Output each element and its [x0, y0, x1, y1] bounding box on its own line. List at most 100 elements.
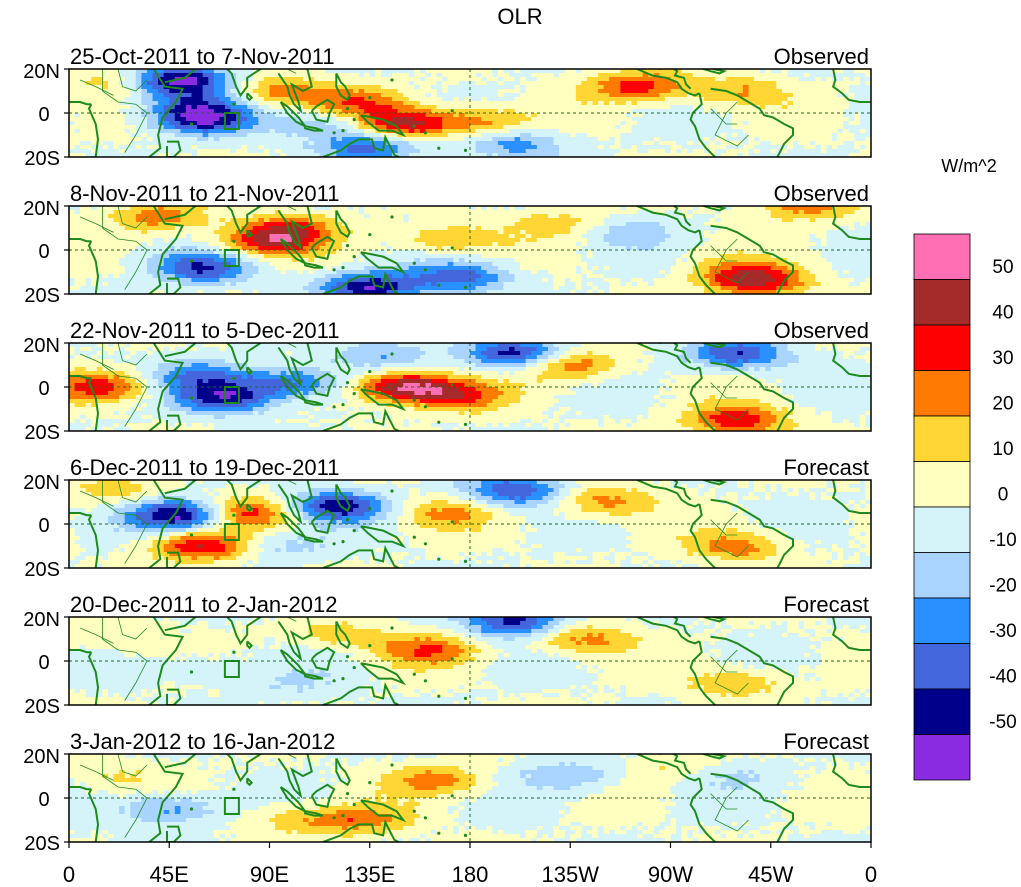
field-cell: [252, 242, 259, 247]
field-cell: [520, 121, 527, 126]
field-cell: [442, 153, 449, 157]
field-cell: [341, 133, 349, 138]
field-cell: [397, 206, 404, 211]
field-cell: [397, 218, 404, 223]
field-cell: [174, 230, 181, 235]
field-cell: [508, 145, 516, 150]
field-cell: [347, 242, 354, 247]
field-cell: [113, 97, 120, 102]
border: [117, 69, 148, 92]
field-cell: [369, 73, 376, 78]
field-cell: [603, 153, 610, 157]
field-cell: [314, 109, 321, 114]
field-cell: [681, 133, 688, 138]
field-cell: [85, 77, 92, 82]
field-cell: [748, 218, 755, 223]
field-cell: [603, 222, 610, 227]
field-cell: [520, 113, 527, 118]
field-cell: [586, 69, 594, 74]
field-cell: [80, 113, 87, 118]
field-cell: [286, 149, 293, 154]
field-cell: [425, 222, 432, 227]
field-cell: [715, 133, 722, 138]
field-cell: [380, 93, 388, 98]
field-cell: [531, 133, 538, 138]
field-cell: [247, 141, 254, 146]
coastline: [689, 93, 716, 157]
field-cell: [236, 109, 243, 114]
field-cell: [715, 230, 722, 235]
field-cell: [715, 97, 722, 102]
field-cell: [330, 133, 337, 138]
field-cell: [475, 81, 482, 86]
field-cell: [559, 230, 566, 235]
field-cell: [174, 69, 181, 74]
field-cell: [353, 85, 360, 90]
field-cell: [141, 93, 148, 98]
field-cell: [536, 133, 543, 138]
field-cell: [397, 238, 404, 243]
field-cell: [620, 250, 627, 255]
field-cell: [458, 109, 466, 114]
field-cell: [659, 109, 666, 114]
field-cell: [798, 218, 805, 223]
field-cell: [737, 206, 744, 211]
field-cell: [676, 105, 683, 110]
field-cell: [69, 125, 76, 130]
field-cell: [414, 242, 421, 247]
field-cell: [191, 77, 198, 82]
field-cell: [737, 145, 744, 150]
field-cell: [787, 137, 794, 142]
field-cell: [431, 89, 438, 94]
field-cell: [69, 238, 76, 243]
field-cell: [453, 121, 460, 126]
field-cell: [325, 149, 332, 154]
field-cell: [804, 69, 811, 74]
field-cell: [236, 85, 243, 90]
field-cell: [681, 85, 688, 90]
field-cell: [698, 218, 705, 223]
field-cell: [547, 210, 555, 215]
field-cell: [414, 125, 421, 130]
field-cell: [592, 93, 599, 98]
field-cell: [431, 145, 438, 150]
field-cell: [358, 133, 365, 138]
field-cell: [403, 149, 410, 154]
field-cell: [536, 109, 543, 114]
field-cell: [358, 145, 365, 150]
field-cell: [252, 222, 259, 227]
field-cell: [152, 77, 159, 82]
field-cell: [347, 77, 354, 82]
field-cell: [191, 113, 198, 118]
field-cell: [598, 117, 605, 122]
field-cell: [152, 109, 159, 114]
field-cell: [575, 105, 582, 110]
field-cell: [581, 113, 588, 118]
field-cell: [252, 117, 259, 122]
field-cell: [291, 153, 298, 157]
field-cell: [720, 246, 727, 251]
field-cell: [787, 101, 794, 106]
field-cell: [191, 214, 198, 219]
field-cell: [191, 254, 198, 259]
field-cell: [832, 133, 839, 138]
field-cell: [765, 97, 772, 102]
field-cell: [642, 97, 649, 102]
field-cell: [464, 242, 471, 247]
field-cell: [135, 89, 142, 94]
field-cell: [202, 69, 209, 74]
field-cell: [637, 149, 644, 154]
field-cell: [241, 222, 248, 227]
field-cell: [330, 222, 337, 227]
field-cell: [174, 81, 181, 86]
field-cell: [570, 129, 577, 134]
field-cell: [358, 97, 365, 102]
field-cell: [169, 113, 176, 118]
field-cell: [247, 125, 254, 130]
field-cell: [631, 149, 638, 154]
field-cell: [648, 149, 655, 154]
field-cell: [542, 69, 549, 74]
coastline: [166, 140, 182, 157]
field-cell: [581, 129, 588, 134]
field-cell: [308, 214, 315, 219]
